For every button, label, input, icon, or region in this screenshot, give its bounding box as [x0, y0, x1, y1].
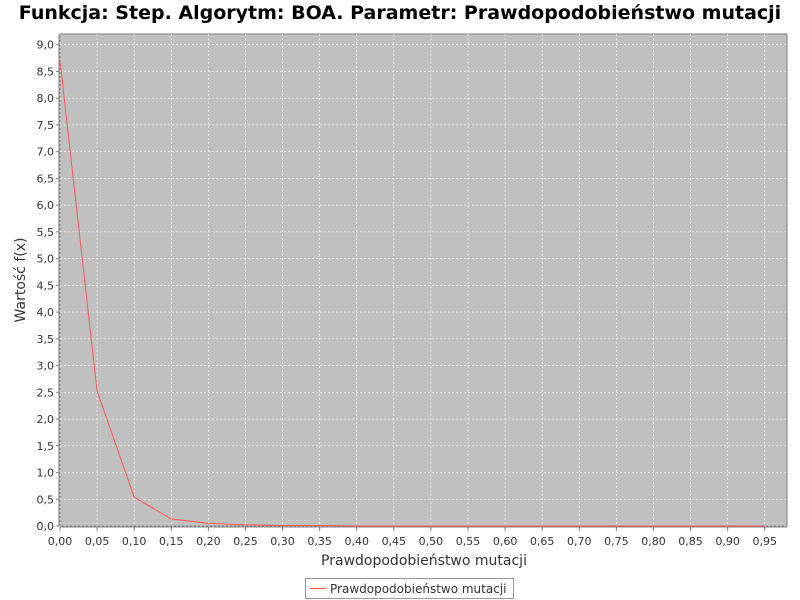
legend: Prawdopodobieństwo mutacji: [305, 578, 514, 599]
x-tick-label: 0,75: [604, 535, 629, 548]
y-tick-label: 6,0: [37, 199, 55, 212]
y-tick-label: 1,0: [37, 467, 55, 480]
plot-background: [59, 33, 788, 527]
y-tick-label: 1,5: [37, 440, 55, 453]
x-tick-label: 0,00: [48, 535, 73, 548]
x-axis-label: Prawdopodobieństwo mutacji: [321, 553, 527, 569]
x-tick-label: 0,95: [752, 535, 777, 548]
chart-title: Funkcja: Step. Algorytm: BOA. Parametr: …: [18, 2, 782, 24]
series-layer: [59, 60, 765, 527]
x-tick-label: 0,50: [419, 535, 444, 548]
x-tick-label: 0,55: [456, 535, 481, 548]
x-tick-label: 0,10: [122, 535, 147, 548]
x-tick-label: 0,35: [307, 535, 332, 548]
y-tick-label: 4,5: [37, 279, 55, 292]
x-tick-label: 0,20: [196, 535, 221, 548]
x-tick-label: 0,30: [270, 535, 295, 548]
x-tick-label: 0,60: [493, 535, 518, 548]
y-tick-label: 6,5: [37, 172, 55, 185]
series-line: [59, 60, 765, 527]
x-tick-label: 0,25: [233, 535, 258, 548]
x-tick-label: 0,85: [678, 535, 703, 548]
x-tick-label: 0,15: [159, 535, 184, 548]
y-tick-label: 9,0: [37, 39, 55, 52]
y-tick-label: 7,0: [37, 146, 55, 159]
y-axis-label: Wartość f(x): [13, 238, 29, 323]
x-tick-label: 0,45: [382, 535, 407, 548]
y-tick-label: 7,5: [37, 119, 55, 132]
y-tick-label: 2,5: [37, 386, 55, 399]
y-tick-label: 5,0: [37, 253, 55, 266]
x-tick-label: 0,90: [715, 535, 740, 548]
y-tick-label: 0,5: [37, 493, 55, 506]
y-tick-label: 4,0: [37, 306, 55, 319]
x-tick-label: 0,40: [344, 535, 369, 548]
y-axis: 0,0 0,5 1,0 1,5 2,0 2,5 3,0 3,5 4,0 4,5 5,0 5,5 6,0 6…: [37, 34, 60, 533]
x-tick-label: 0,70: [567, 535, 592, 548]
y-tick-label: 8,0: [37, 92, 55, 105]
x-tick-label: 0,05: [85, 535, 110, 548]
y-tick-label: 3,0: [37, 360, 55, 373]
x-axis: 0,00 0,05 0,10 0,15 0,20 0,25 0,30 0,35 0,40 0,45…: [48, 526, 787, 548]
y-tick-label: 3,5: [37, 333, 55, 346]
y-tick-label: 0,0: [37, 520, 55, 533]
legend-swatch: [310, 588, 326, 589]
x-tick-label: 0,65: [530, 535, 555, 548]
y-tick-label: 5,5: [37, 226, 55, 239]
y-tick-label: 2,0: [37, 413, 55, 426]
legend-label: Prawdopodobieństwo mutacji: [330, 581, 507, 596]
y-tick-label: 8,5: [37, 65, 55, 78]
grid-lines: [59, 34, 787, 527]
x-tick-label: 0,80: [641, 535, 666, 548]
